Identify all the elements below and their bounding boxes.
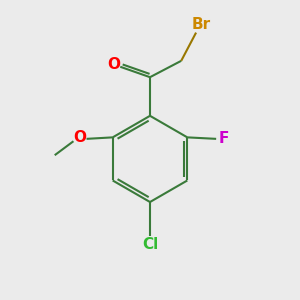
Text: F: F [219,131,229,146]
Text: O: O [107,57,120,72]
Text: Cl: Cl [142,237,158,252]
Text: Br: Br [192,17,211,32]
Text: O: O [74,130,86,145]
